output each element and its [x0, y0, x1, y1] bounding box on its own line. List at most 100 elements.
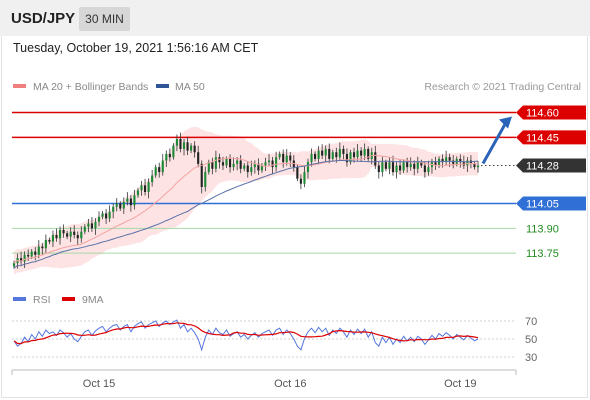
- target-label-113.90: 113.90: [526, 223, 559, 235]
- candle-body-47: [179, 139, 181, 149]
- candle-body-113: [413, 164, 415, 169]
- candle-body-16: [70, 232, 72, 237]
- candle-body-17: [73, 232, 75, 235]
- candle-body-83: [307, 162, 309, 172]
- candle-body-130: [473, 164, 475, 167]
- candle-body-75: [279, 154, 281, 157]
- candle-body-106: [388, 162, 390, 169]
- candle-body-114: [417, 162, 419, 169]
- candle-body-49: [186, 142, 188, 150]
- candle-body-53: [201, 164, 203, 187]
- candle-body-85: [314, 154, 316, 159]
- candle-body-99: [364, 149, 366, 156]
- candle-body-31: [123, 202, 125, 209]
- x-tick-2: Oct 19: [444, 378, 476, 390]
- level-label-114.60: 114.60: [526, 108, 559, 120]
- legend-bollinger-swatch: [13, 84, 26, 88]
- candle-body-36: [140, 185, 142, 190]
- level-label-114.05: 114.05: [526, 199, 559, 211]
- candle-body-3: [24, 255, 26, 262]
- candle-body-62: [233, 164, 235, 167]
- candle-body-11: [52, 235, 54, 242]
- candle-body-51: [194, 146, 196, 153]
- candle-body-120: [438, 159, 440, 166]
- candle-body-21: [87, 223, 89, 226]
- candle-body-78: [289, 156, 291, 161]
- candle-body-7: [38, 247, 40, 255]
- candle-body-80: [296, 167, 298, 179]
- candle-body-8: [41, 247, 43, 249]
- candle-body-9: [45, 240, 47, 248]
- legend-9ma-label: 9MA: [82, 294, 104, 306]
- candle-body-104: [381, 162, 383, 172]
- credit-text: Research © 2021 Trading Central: [424, 81, 581, 93]
- candle-body-29: [116, 204, 118, 207]
- candle-body-24: [98, 217, 100, 222]
- candle-body-50: [190, 146, 192, 151]
- candle-body-84: [310, 154, 312, 162]
- candle-body-76: [282, 154, 284, 162]
- candle-body-20: [84, 227, 86, 232]
- candle-body-55: [208, 162, 210, 172]
- candle-body-108: [395, 165, 397, 172]
- candle-body-10: [48, 240, 50, 242]
- candle-body-4: [27, 255, 29, 257]
- candle-body-54: [204, 172, 206, 187]
- candle-body-131: [477, 165, 479, 167]
- legend-bollinger-label: MA 20 + Bollinger Bands: [33, 81, 148, 93]
- candle-body-66: [247, 165, 249, 172]
- candle-body-25: [101, 213, 103, 216]
- legend-9ma-swatch: [62, 297, 75, 301]
- candle-body-93: [342, 149, 344, 154]
- level-label-114.45: 114.45: [526, 132, 559, 144]
- candle-body-43: [165, 154, 167, 161]
- candle-body-87: [321, 151, 323, 156]
- x-tick-0: Oct 15: [83, 378, 115, 390]
- candle-body-103: [378, 165, 380, 172]
- rsi-tick-30: 30: [525, 352, 537, 364]
- candle-body-105: [385, 162, 387, 169]
- last-price-label: 114.28: [526, 160, 559, 172]
- x-tick-1: Oct 16: [274, 378, 306, 390]
- candle-body-102: [374, 152, 376, 165]
- candle-body-71: [264, 162, 266, 165]
- candle-body-5: [31, 252, 33, 257]
- candle-body-77: [286, 156, 288, 163]
- candle-body-74: [275, 157, 277, 167]
- candle-body-37: [144, 185, 146, 192]
- candle-body-32: [126, 199, 128, 202]
- candle-body-117: [427, 167, 429, 172]
- target-label-113.75: 113.75: [526, 248, 559, 260]
- candle-body-56: [211, 162, 213, 169]
- legend-rsi-label: RSI: [33, 294, 51, 306]
- level-labels: 114.60 114.45 114.28 114.05 113.90 113.75: [516, 106, 586, 261]
- candle-body-18: [77, 235, 79, 238]
- bollinger-bands: [14, 127, 478, 275]
- forecast-arrow-head: [499, 117, 512, 129]
- legend-rsi-swatch: [13, 297, 26, 301]
- candle-body-33: [130, 199, 132, 206]
- candle-body-98: [360, 151, 362, 156]
- candle-body-46: [176, 139, 178, 146]
- candle-body-67: [250, 167, 252, 172]
- candle-body-38: [148, 182, 150, 192]
- candle-body-64: [240, 161, 242, 169]
- candle-body-15: [66, 233, 68, 236]
- candle-body-96: [353, 152, 355, 157]
- candle-body-73: [272, 161, 274, 168]
- candle-body-41: [158, 167, 160, 172]
- candle-body-116: [424, 165, 426, 172]
- candle-body-19: [80, 232, 82, 239]
- candle-body-57: [215, 157, 217, 169]
- candle-body-22: [91, 223, 93, 228]
- candle-body-89: [328, 149, 330, 159]
- candle-body-40: [155, 167, 157, 175]
- candle-body-28: [112, 207, 114, 212]
- candle-body-45: [172, 146, 174, 158]
- candle-body-30: [119, 204, 121, 209]
- candle-body-82: [303, 172, 305, 184]
- candle-body-90: [332, 152, 334, 159]
- candle-body-59: [222, 162, 224, 165]
- candle-body-0: [13, 263, 15, 266]
